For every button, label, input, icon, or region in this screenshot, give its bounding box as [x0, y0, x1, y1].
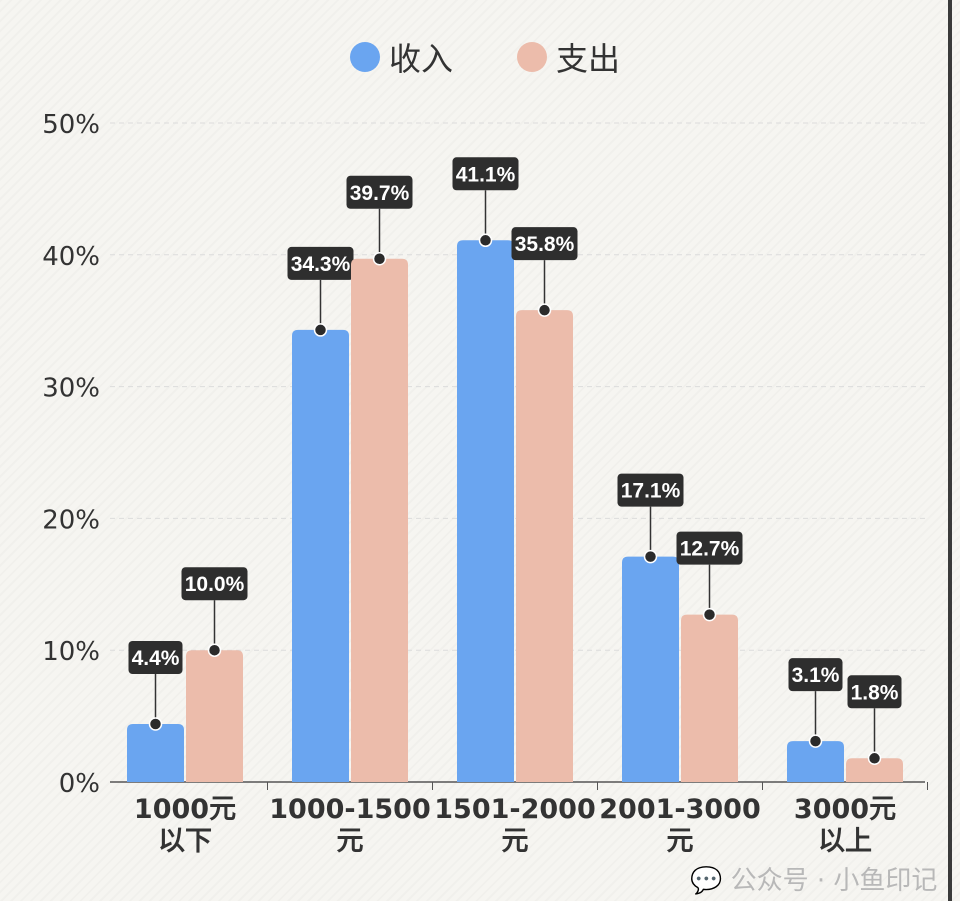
- y-tick-label: 40%: [42, 242, 100, 272]
- data-label-box: [617, 473, 684, 507]
- data-point-dot: [808, 734, 823, 748]
- watermark-text: 公众号 · 小鱼印记: [730, 866, 938, 896]
- y-tick-label: 20%: [42, 505, 100, 535]
- x-tick-label: 2001-3000: [599, 794, 761, 825]
- x-tick-label: 1000元: [134, 794, 236, 825]
- data-point-dot: [372, 252, 387, 266]
- data-point-dot: [148, 717, 163, 731]
- bar: [292, 329, 349, 782]
- bar: [351, 258, 408, 782]
- data-point-dot: [702, 607, 717, 622]
- bar: [516, 310, 573, 782]
- x-tick-label: 元: [502, 826, 529, 857]
- bar: [787, 741, 844, 782]
- data-label: 3.1%: [792, 664, 840, 687]
- bar: [186, 650, 243, 782]
- x-tick-label: 3000元: [794, 794, 896, 825]
- x-tick-label: 1501-2000: [434, 794, 596, 825]
- data-label-box: [788, 658, 843, 692]
- data-label: 4.4%: [132, 647, 180, 670]
- data-label: 41.1%: [456, 163, 516, 186]
- data-label: 35.8%: [515, 233, 575, 256]
- data-label-box: [511, 227, 578, 261]
- data-point-dot: [207, 643, 222, 657]
- data-label-box: [181, 567, 248, 601]
- x-tick-label: 元: [667, 826, 694, 857]
- data-label-box: [346, 175, 413, 209]
- data-label: 1.8%: [851, 681, 899, 704]
- data-label: 17.1%: [621, 480, 681, 503]
- data-label: 34.3%: [291, 253, 351, 276]
- x-tick-label: 元: [337, 826, 364, 857]
- bar: [127, 724, 184, 782]
- data-label-box: [452, 157, 519, 191]
- data-label: 10.0%: [185, 573, 245, 596]
- x-tick-label: 1000-1500: [269, 794, 431, 825]
- y-tick-label: 30%: [42, 374, 100, 404]
- data-label: 39.7%: [350, 182, 410, 205]
- bar: [457, 240, 514, 782]
- bar: [681, 614, 738, 782]
- legend-label: 收入: [389, 40, 453, 78]
- x-tick-label: 以上: [818, 826, 872, 857]
- frame-border: [948, 0, 952, 901]
- bar: [622, 556, 679, 782]
- data-point-dot: [313, 323, 328, 337]
- data-label-box: [128, 641, 183, 675]
- data-point-dot: [643, 549, 658, 564]
- wechat-icon: 💬: [690, 866, 723, 896]
- legend-label: 支出: [556, 40, 620, 78]
- data-label-box: [676, 531, 743, 565]
- watermark: 💬 公众号 · 小鱼印记: [690, 866, 937, 896]
- data-label-box: [287, 246, 354, 280]
- data-point-dot: [867, 751, 882, 766]
- y-tick-label: 50%: [42, 110, 100, 140]
- legend-swatch: [517, 42, 547, 72]
- data-label-box: [847, 675, 902, 709]
- x-tick-label: 以下: [158, 826, 212, 857]
- data-point-dot: [537, 303, 552, 317]
- y-tick-label: 10%: [42, 637, 100, 667]
- y-tick-label: 0%: [59, 769, 100, 799]
- data-label: 12.7%: [680, 538, 740, 561]
- bar: [846, 758, 903, 782]
- legend-swatch: [350, 42, 380, 72]
- data-point-dot: [478, 233, 493, 248]
